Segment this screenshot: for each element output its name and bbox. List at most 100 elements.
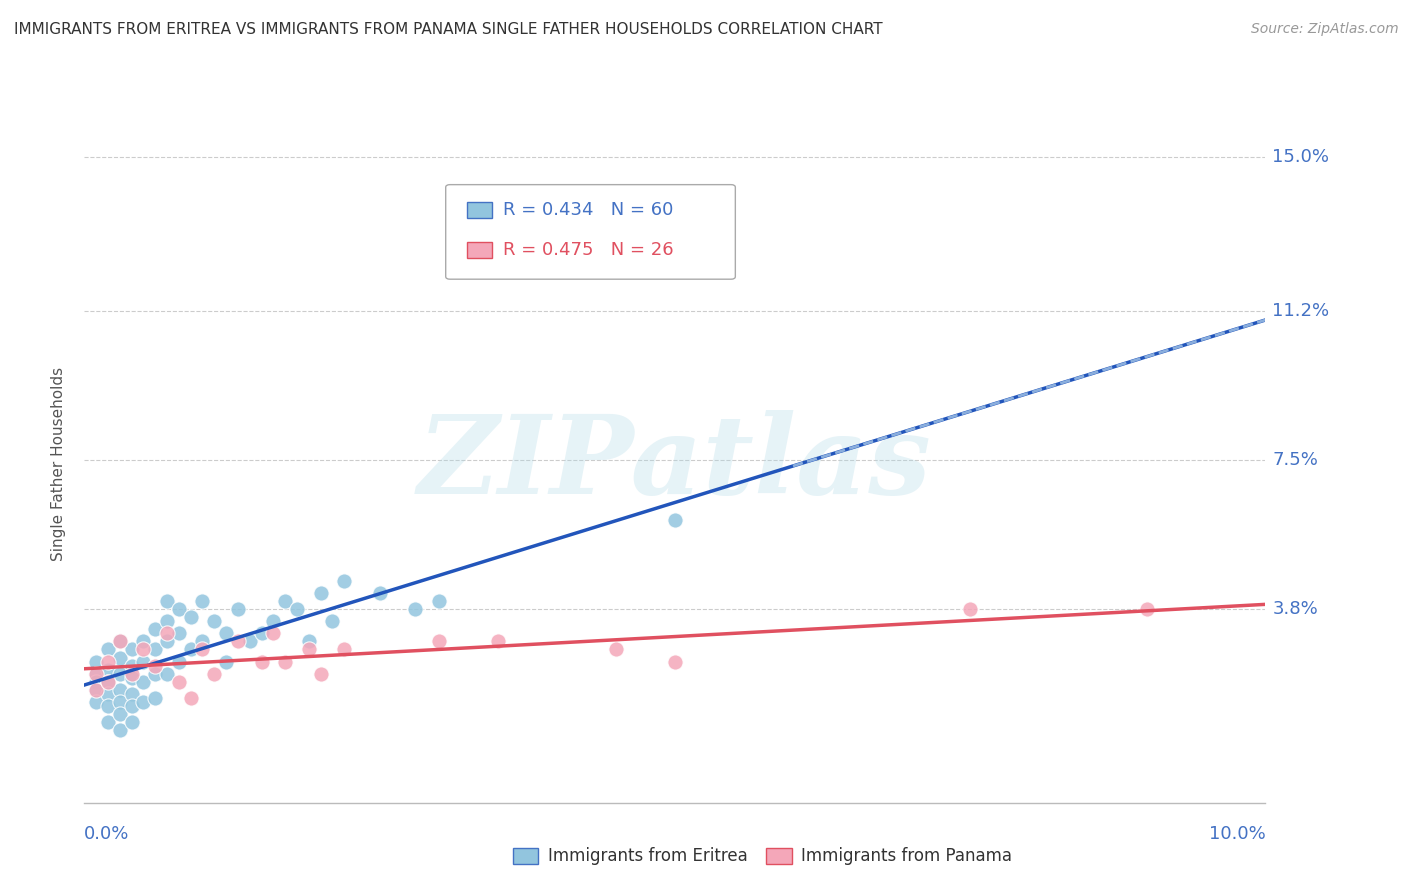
Point xyxy=(285,602,308,616)
Point xyxy=(191,642,214,657)
Point xyxy=(121,666,143,681)
Point xyxy=(298,634,321,648)
Point xyxy=(167,655,190,669)
Point xyxy=(427,634,450,648)
Point xyxy=(97,674,120,689)
Point xyxy=(108,634,131,648)
Point xyxy=(121,671,143,685)
Point xyxy=(156,666,179,681)
Text: 10.0%: 10.0% xyxy=(1209,825,1265,843)
Point xyxy=(226,634,249,648)
Point xyxy=(84,674,107,689)
Point xyxy=(215,626,238,640)
Point xyxy=(427,594,450,608)
Point xyxy=(191,634,214,648)
Point xyxy=(309,586,332,600)
Point xyxy=(84,666,107,681)
Text: 11.2%: 11.2% xyxy=(1272,301,1330,319)
Point xyxy=(215,655,238,669)
Point xyxy=(132,642,155,657)
Point xyxy=(108,695,131,709)
Point xyxy=(108,706,131,721)
Point xyxy=(664,655,686,669)
Point xyxy=(121,642,143,657)
Text: ZIPatlas: ZIPatlas xyxy=(418,410,932,517)
Point xyxy=(180,690,202,705)
Text: Immigrants from Panama: Immigrants from Panama xyxy=(801,847,1012,865)
Point xyxy=(191,594,214,608)
Point xyxy=(156,634,179,648)
Point xyxy=(605,642,627,657)
Text: R = 0.475   N = 26: R = 0.475 N = 26 xyxy=(503,241,673,259)
Point xyxy=(84,682,107,697)
Point xyxy=(309,666,332,681)
Point xyxy=(202,666,225,681)
Point xyxy=(97,674,120,689)
Point xyxy=(132,674,155,689)
Point xyxy=(321,614,343,628)
Point xyxy=(97,698,120,713)
Point xyxy=(368,586,391,600)
Point xyxy=(333,642,356,657)
Point xyxy=(298,642,321,657)
Point xyxy=(167,674,190,689)
Point xyxy=(108,650,131,665)
Point xyxy=(262,626,284,640)
Point xyxy=(262,614,284,628)
Text: 3.8%: 3.8% xyxy=(1272,600,1319,618)
Point xyxy=(108,682,131,697)
Point xyxy=(84,695,107,709)
Point xyxy=(333,574,356,588)
Point xyxy=(959,602,981,616)
Point xyxy=(143,622,166,636)
Point xyxy=(239,634,262,648)
Point xyxy=(121,715,143,730)
Point xyxy=(121,687,143,701)
Point xyxy=(167,626,190,640)
Point xyxy=(121,698,143,713)
Point xyxy=(274,594,297,608)
Point xyxy=(250,655,273,669)
Point xyxy=(108,723,131,738)
Text: IMMIGRANTS FROM ERITREA VS IMMIGRANTS FROM PANAMA SINGLE FATHER HOUSEHOLDS CORRE: IMMIGRANTS FROM ERITREA VS IMMIGRANTS FR… xyxy=(14,22,883,37)
Point xyxy=(143,690,166,705)
Point xyxy=(180,642,202,657)
Point xyxy=(202,614,225,628)
Point xyxy=(143,642,166,657)
Point xyxy=(97,655,120,669)
Point xyxy=(84,682,107,697)
Point xyxy=(132,695,155,709)
Point xyxy=(664,513,686,527)
Y-axis label: Single Father Households: Single Father Households xyxy=(51,367,66,561)
Point xyxy=(97,663,120,677)
Point xyxy=(121,658,143,673)
Point xyxy=(1136,602,1159,616)
Point xyxy=(132,655,155,669)
Point xyxy=(180,610,202,624)
Text: 0.0%: 0.0% xyxy=(84,825,129,843)
Point xyxy=(404,602,426,616)
Point xyxy=(156,626,179,640)
Point xyxy=(97,642,120,657)
Point xyxy=(97,687,120,701)
Point xyxy=(274,655,297,669)
Point xyxy=(108,666,131,681)
Text: R = 0.434   N = 60: R = 0.434 N = 60 xyxy=(503,201,673,219)
Text: 15.0%: 15.0% xyxy=(1272,148,1330,166)
Point xyxy=(250,626,273,640)
Point xyxy=(143,666,166,681)
Point xyxy=(84,666,107,681)
Point xyxy=(108,634,131,648)
Point xyxy=(167,602,190,616)
Text: Source: ZipAtlas.com: Source: ZipAtlas.com xyxy=(1251,22,1399,37)
Text: Immigrants from Eritrea: Immigrants from Eritrea xyxy=(548,847,748,865)
Point xyxy=(84,655,107,669)
Point xyxy=(486,634,509,648)
Point xyxy=(156,594,179,608)
Point xyxy=(97,715,120,730)
Point xyxy=(226,602,249,616)
Point xyxy=(132,634,155,648)
Text: 7.5%: 7.5% xyxy=(1272,450,1319,469)
Point xyxy=(143,658,166,673)
Point xyxy=(156,614,179,628)
